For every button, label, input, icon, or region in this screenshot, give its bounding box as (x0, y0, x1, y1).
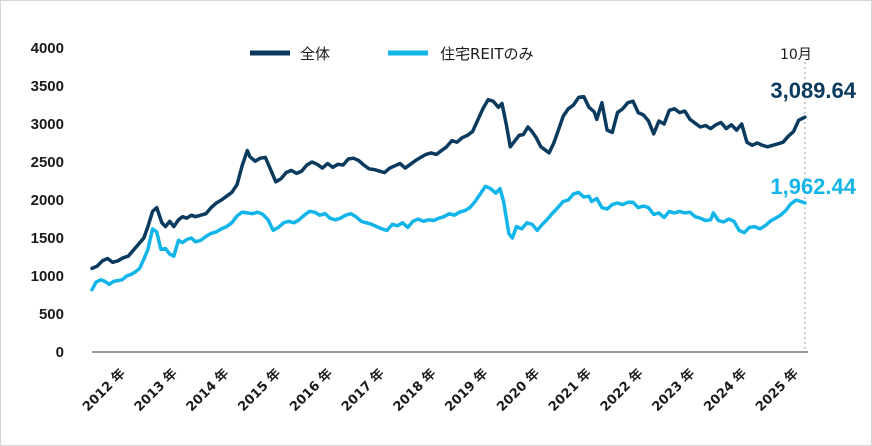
x-tick-label: 2023 年 (649, 366, 698, 415)
y-tick-label: 1000 (31, 268, 64, 285)
y-tick-label: 3500 (31, 78, 64, 95)
x-tick-label: 2012 年 (79, 366, 128, 415)
y-tick-label: 2500 (31, 154, 64, 171)
legend-item-residential: 住宅REITのみ (388, 45, 534, 63)
x-tick-label: 2013 年 (131, 366, 180, 415)
y-tick-label: 500 (39, 306, 64, 323)
y-tick-label: 2000 (31, 192, 64, 209)
x-tick-label: 2020 年 (494, 366, 543, 415)
x-tick-label: 2017 年 (338, 366, 387, 415)
x-tick-label: 2016 年 (287, 366, 336, 415)
current-month-label: 10月 (780, 47, 812, 63)
y-tick-label: 3000 (31, 116, 64, 133)
end-value-label-residential: 1,962.44 (770, 174, 856, 199)
series-line-residential (90, 184, 807, 292)
y-axis: 0 500 1000 1500 2000 2500 3000 3500 4000 (31, 40, 64, 361)
x-tick-label: 2025 年 (752, 366, 801, 415)
end-value-label-all: 3,089.64 (770, 78, 856, 103)
legend-label-residential: 住宅REITのみ (440, 45, 534, 63)
x-tick-label: 2018 年 (390, 366, 439, 415)
x-tick-label: 2021 年 (545, 366, 594, 415)
legend-label-all: 全体 (300, 45, 330, 63)
legend-item-all: 全体 (250, 45, 330, 63)
legend: 全体 住宅REITのみ (250, 45, 534, 63)
series-layer (90, 94, 807, 292)
x-tick-label: 2015 年 (235, 366, 284, 415)
series-line-all (90, 94, 807, 271)
x-tick-label: 2024 年 (701, 366, 750, 415)
x-tick-label: 2014 年 (183, 366, 232, 415)
y-tick-label: 0 (56, 344, 64, 361)
x-tick-label: 2019 年 (442, 366, 491, 415)
x-tick-label: 2022 年 (597, 366, 646, 415)
y-tick-label: 1500 (31, 230, 64, 247)
y-tick-label: 4000 (31, 40, 64, 57)
